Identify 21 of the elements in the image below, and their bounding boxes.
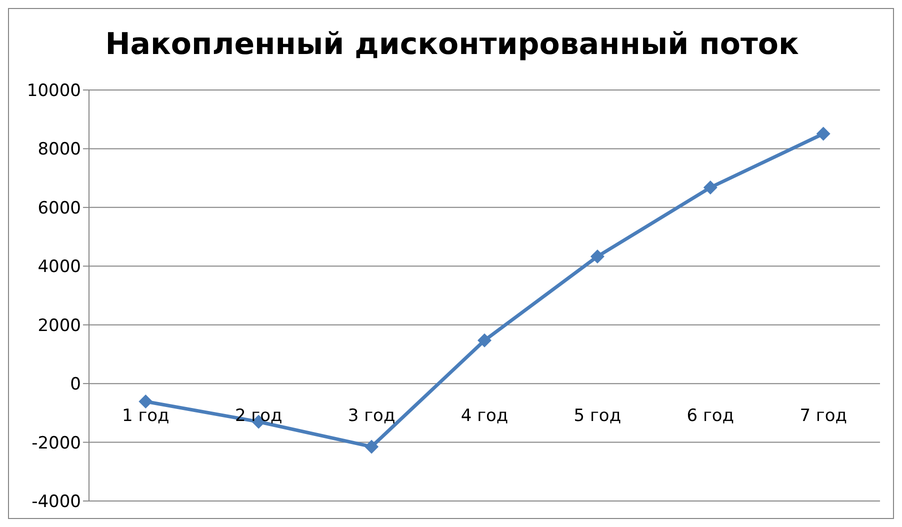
point — [478, 333, 492, 348]
point — [364, 440, 379, 454]
x-tick-label: 3 год — [348, 406, 396, 426]
y-tick-label: -4000 — [32, 492, 81, 512]
point — [703, 180, 718, 194]
x-tick-label: 5 год — [574, 406, 622, 426]
point — [816, 126, 830, 141]
x-tick-label: 1 год — [122, 406, 170, 426]
y-tick-label: -2000 — [32, 433, 81, 454]
chart-title: Накопленный дисконтированный поток — [104, 27, 800, 62]
x-tick-label: 6 год — [686, 406, 734, 426]
point — [590, 249, 604, 264]
y-tick-label: 10000 — [26, 81, 81, 102]
x-tick-label: 7 год — [800, 406, 848, 426]
y-tick-label: 8000 — [38, 140, 81, 160]
y-tick-label: 6000 — [38, 198, 81, 218]
y-tick-label: 4000 — [38, 257, 81, 278]
y-tick-label: 2000 — [38, 316, 81, 336]
point — [138, 394, 153, 408]
y-tick-label: 0 — [70, 374, 81, 395]
x-tick-label: 4 год — [460, 406, 508, 426]
